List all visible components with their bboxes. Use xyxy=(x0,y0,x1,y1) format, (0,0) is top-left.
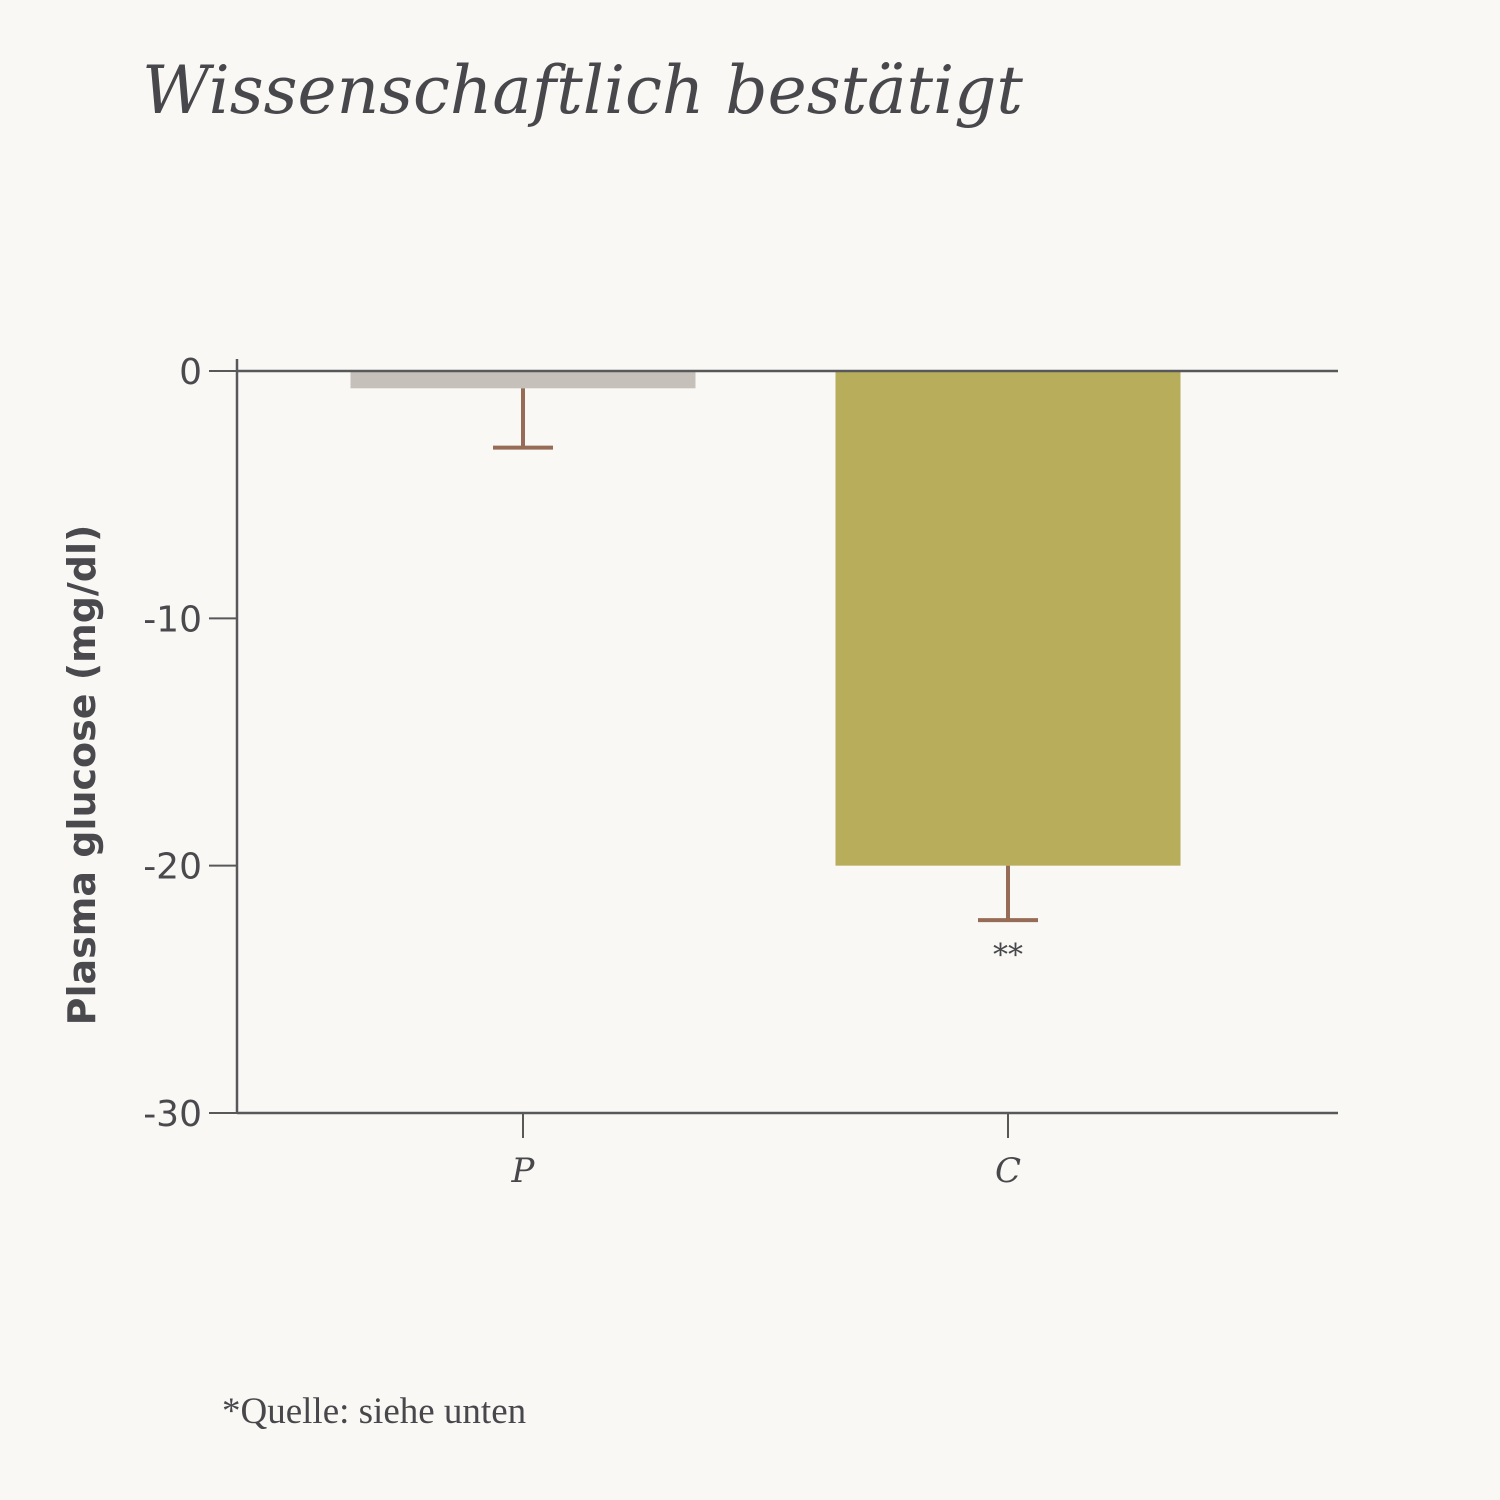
page-title: Wissenschaftlich bestätigt xyxy=(142,52,1023,129)
y-tick-label: -20 xyxy=(143,847,202,888)
x-tick-label: C xyxy=(995,1151,1021,1191)
significance-annotation: ** xyxy=(993,938,1023,973)
bar-P xyxy=(350,371,696,389)
y-tick-label: 0 xyxy=(179,352,202,393)
y-axis-label: Plasma glucose (mg/dl) xyxy=(60,525,104,1026)
bar-C xyxy=(835,371,1181,866)
source-footnote: *Quelle: siehe unten xyxy=(222,1391,527,1432)
y-tick-label: -30 xyxy=(143,1094,202,1135)
x-tick-label: P xyxy=(511,1151,536,1191)
y-tick-label: -10 xyxy=(143,599,202,640)
